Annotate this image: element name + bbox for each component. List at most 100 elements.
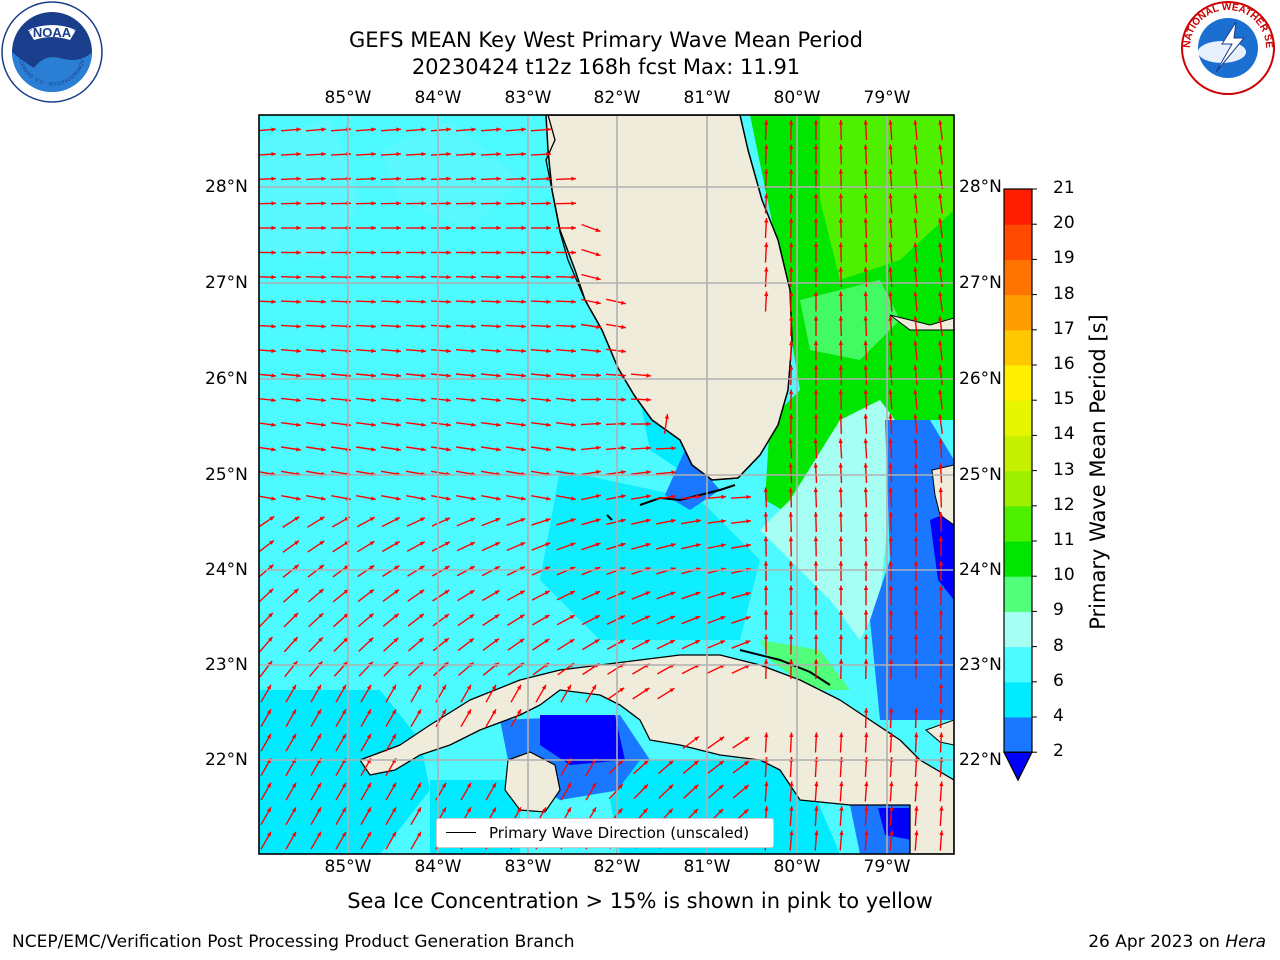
lon-label: 80°W [773,857,821,877]
wave-arrow [406,517,426,527]
lon-label: 85°W [324,857,372,877]
wave-arrow [410,684,422,703]
wave-arrow [383,637,399,652]
wave-arrow [355,250,377,255]
colorbar-bin [1004,365,1032,401]
wave-arrow [938,585,944,606]
wave-arrow [764,193,769,214]
wave-arrow [382,613,400,627]
wave-arrow [305,275,327,280]
wave-arrow [608,783,624,800]
wave-arrow [888,291,893,312]
wave-arrow [813,316,819,336]
wave-arrow [789,291,794,312]
wave-arrow [913,462,918,484]
wave-arrow [863,193,868,214]
sea-ice-note: Sea Ice Concentration > 15% is shown in … [347,889,933,913]
wave-arrow [380,250,402,255]
wave-arrow [360,733,372,752]
wave-arrow [260,831,272,850]
wave-arrow [310,684,322,703]
wave-arrow [631,639,651,650]
wave-arrow [530,127,552,132]
wave-arrow [580,348,602,354]
colorbar-bin [1004,294,1032,331]
wave-arrow [282,516,300,528]
wave-arrow [838,217,843,239]
colorbar-tick-label: 8 [1053,635,1064,656]
wave-arrow [385,831,397,850]
wave-arrow [306,495,326,501]
wave-arrow [631,542,651,550]
lat-label: 23°N [959,655,1002,675]
wave-arrow [938,169,943,189]
wave-arrow [357,588,375,603]
wave-arrow [838,144,843,165]
wave-arrow [280,152,302,157]
wave-arrow [864,707,869,729]
wave-arrow [863,291,868,312]
lat-label: 28°N [959,177,1002,197]
wave-arrow [532,614,550,626]
wave-arrow [813,340,819,361]
wave-arrow [938,414,943,434]
wave-arrow [863,536,869,557]
wave-arrow [682,735,700,750]
wave-arrow [355,225,377,231]
wave-arrow [706,639,726,650]
wave-arrow [888,585,894,606]
lon-label: 81°W [683,857,731,877]
wave-arrow [406,541,426,552]
wave-arrow [310,708,322,728]
wave-arrow [308,636,324,653]
wave-arrow [655,446,677,451]
wave-arrow [380,127,402,132]
wave-arrow [455,348,477,354]
wave-arrow [864,781,869,802]
wave-arrow [405,250,427,255]
wave-arrow [556,590,576,601]
wave-arrow [281,422,301,427]
wave-arrow [432,613,450,627]
colorbar-bin [1004,259,1032,296]
wave-arrow [405,225,427,231]
wave-arrow [555,373,577,378]
wave-arrow [605,373,627,378]
wave-arrow [939,732,944,753]
wave-arrow [731,616,751,624]
lon-label: 83°W [504,857,552,877]
wave-arrow [505,225,527,231]
wave-arrow [658,784,674,799]
wave-arrow [863,511,868,533]
map-frame [258,114,955,855]
colorbar-tick-label: 10 [1053,565,1075,586]
lat-label: 27°N [959,273,1002,293]
wave-arrow [681,639,701,650]
colorbar-tick-label: 9 [1053,600,1064,621]
wave-arrow [838,340,843,361]
wave-arrow [305,324,327,329]
wave-arrow [405,201,427,206]
wave-arrow [706,615,726,625]
wave-arrow [530,176,552,181]
wave-arrow [683,784,699,799]
wave-arrow [285,708,297,728]
wave-arrow [556,422,576,427]
wave-arrow [863,413,868,435]
wave-arrow [863,634,869,655]
wave-arrow [838,364,843,386]
wave-arrow [863,340,868,361]
wave-arrow [764,217,769,239]
wave-arrow [280,250,302,255]
wave-arrow [889,732,894,753]
wave-arrow [357,564,375,578]
wave-arrow [913,438,918,459]
wave-arrow [838,389,843,410]
wave-arrow [455,275,477,280]
wave-arrow [380,373,402,378]
wave-arrow [282,564,300,578]
wave-arrow [580,373,602,378]
wave-arrow [530,275,552,280]
wave-arrow [530,373,552,378]
